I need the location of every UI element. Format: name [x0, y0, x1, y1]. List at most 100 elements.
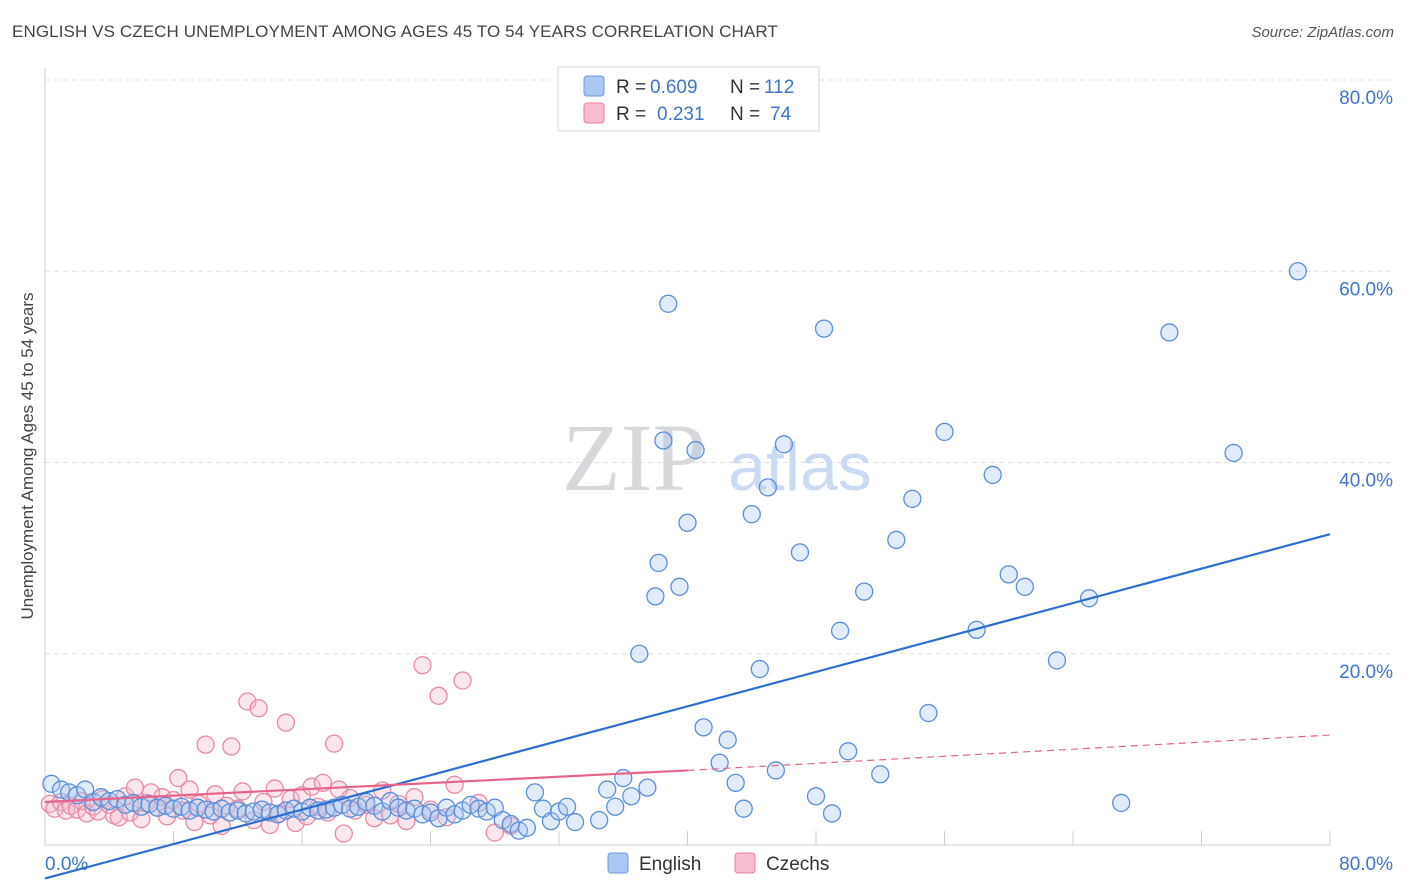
english-point [887, 530, 906, 550]
english-r-value: 0.609 [650, 77, 698, 98]
english-point [790, 543, 810, 562]
english-point [659, 294, 678, 313]
english-point [646, 587, 665, 606]
english-point [814, 319, 834, 338]
czech-point [77, 804, 96, 823]
trend-lines [44, 533, 1331, 880]
english-point [830, 621, 850, 640]
czech-point [413, 656, 432, 675]
english-point [622, 787, 641, 806]
czech-point [254, 792, 273, 812]
legend-english-swatch[interactable] [607, 852, 629, 874]
czech-point [169, 768, 188, 788]
english-point [630, 644, 649, 663]
legend-czech-label[interactable]: Czechs [766, 854, 829, 875]
czech-point [185, 812, 204, 832]
grid-lines [45, 79, 1395, 655]
english-point [565, 812, 585, 832]
english-point [590, 810, 609, 830]
czech-trend-line [44, 769, 688, 804]
english-point [1047, 651, 1067, 670]
english-point [758, 478, 777, 497]
czech-point [276, 713, 296, 732]
english-point [774, 435, 794, 454]
watermark-zip: ZIP [562, 404, 706, 511]
english-point [983, 465, 1002, 485]
english-point [999, 565, 1018, 584]
english-point [838, 742, 858, 761]
chart-source: Source: ZipAtlas.com [1251, 24, 1394, 41]
czech-point [238, 692, 257, 711]
english-point [855, 582, 874, 601]
english-trend-line [44, 533, 1331, 880]
english-point [1224, 443, 1243, 463]
legend-czech-swatch[interactable] [734, 852, 756, 874]
english-point [1160, 323, 1179, 342]
english-point [649, 553, 668, 573]
y-tick-label: 80.0% [1339, 88, 1393, 109]
czech-n-label: N = [730, 104, 760, 125]
czech-point [334, 824, 353, 843]
czech-point [286, 813, 305, 833]
english-point [42, 774, 61, 793]
stats-legend: R = 0.609 N = 112 R = 0.231 N = 74 [557, 66, 820, 132]
english-point [694, 718, 713, 737]
x-tick-label: 0.0% [45, 854, 88, 875]
english-point [919, 703, 938, 723]
english-point [718, 730, 737, 749]
chart-title: ENGLISH VS CZECH UNEMPLOYMENT AMONG AGES… [12, 22, 778, 41]
czech-n-value: 74 [770, 104, 792, 125]
english-point [678, 513, 697, 532]
czech-point [249, 699, 268, 718]
czech-r-label: R = [616, 104, 646, 125]
czech-point [265, 779, 284, 798]
y-tick-label: 20.0% [1339, 662, 1393, 683]
czech-point [125, 778, 145, 797]
y-tick-label: 40.0% [1339, 471, 1393, 492]
english-r-label: R = [616, 77, 646, 98]
english-point [871, 765, 890, 784]
english-point [525, 783, 545, 802]
czech-point [453, 671, 472, 690]
czech-swatch [583, 102, 605, 124]
english-point [822, 804, 842, 823]
english-point [750, 659, 769, 679]
legend-english-label[interactable]: English [639, 854, 701, 875]
english-point [734, 799, 753, 818]
english-point [1015, 577, 1034, 596]
czech-point [196, 735, 215, 754]
english-point [1112, 793, 1131, 813]
english-point [903, 489, 922, 508]
english-n-label: N = [730, 77, 760, 98]
czech-trend-extension [687, 734, 1331, 772]
english-point [806, 787, 826, 806]
english-point [654, 431, 673, 450]
english-swatch [583, 75, 605, 97]
english-point [766, 761, 785, 780]
english-point [638, 778, 657, 797]
english-point [598, 780, 617, 799]
czech-point [222, 737, 241, 756]
english-point [1288, 262, 1308, 281]
x-tick-label: 80.0% [1339, 854, 1393, 875]
english-point [742, 504, 761, 524]
english-points [42, 262, 1308, 840]
english-point [670, 577, 689, 596]
tick-labels: 20.0% 40.0% 60.0% 80.0% 0.0% 80.0% [45, 88, 1393, 875]
series-legend: English Czechs [607, 852, 829, 875]
y-tick-label: 60.0% [1339, 279, 1393, 300]
english-point [517, 818, 537, 837]
english-point [557, 797, 577, 816]
czech-point [302, 777, 321, 796]
english-n-value: 112 [764, 77, 794, 98]
english-point [606, 797, 625, 816]
watermark-atlas: atlas [728, 429, 872, 505]
zipatlas-watermark: ZIP atlas [562, 404, 872, 511]
english-point [686, 440, 705, 460]
axes [44, 68, 1331, 846]
czech-point [324, 734, 344, 753]
czech-point [429, 686, 448, 705]
czech-r-value: 0.231 [657, 104, 705, 125]
english-point [935, 422, 954, 442]
